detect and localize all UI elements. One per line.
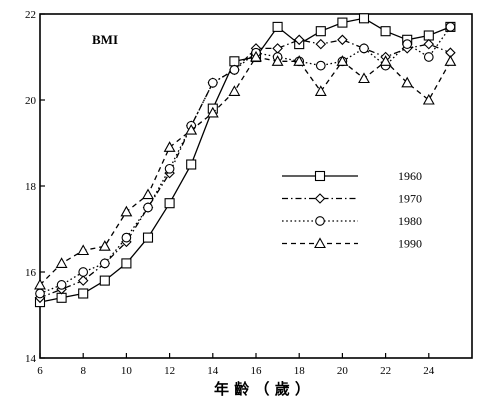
x-axis-label: 年 齡 （ 歲 ） — [214, 380, 310, 398]
point-1990 — [358, 72, 370, 84]
y-tick-label: 20 — [25, 95, 37, 107]
point-1990 — [34, 278, 46, 290]
point-1990 — [163, 141, 176, 152]
point-1980 — [445, 22, 456, 32]
point-1960 — [78, 288, 89, 299]
point-1970 — [315, 38, 327, 50]
legend-marker-1970 — [314, 193, 326, 204]
point-1980 — [229, 65, 240, 75]
point-1970 — [272, 43, 283, 54]
point-1980 — [56, 280, 67, 290]
point-1960 — [423, 30, 434, 41]
point-1990 — [379, 55, 392, 66]
point-1960 — [380, 26, 391, 37]
series-1980 — [35, 22, 456, 299]
point-1990 — [444, 55, 457, 66]
y-tick-label: 18 — [25, 181, 37, 193]
series-1960 — [34, 13, 456, 308]
y-tick-label: 22 — [25, 9, 36, 21]
point-1990 — [185, 123, 198, 135]
point-1960 — [229, 56, 240, 67]
point-1990 — [206, 106, 219, 118]
plot-frame — [39, 13, 473, 359]
legend-label-1980: 1980 — [398, 214, 422, 228]
point-1970 — [293, 34, 305, 46]
axes-layer: 6 8 10 12 14 16 18 20 22 24 14 16 18 20 22 — [25, 9, 473, 377]
x-tick-label: 20 — [337, 365, 349, 377]
point-1970 — [337, 34, 348, 46]
point-1990 — [336, 55, 349, 66]
point-1970 — [77, 275, 89, 286]
point-1960 — [337, 17, 348, 28]
point-1990 — [271, 55, 284, 66]
point-1990 — [293, 55, 306, 66]
point-1990 — [228, 85, 241, 96]
point-1990 — [142, 188, 154, 200]
series-line-1960 — [39, 17, 451, 303]
legend-marker-1980 — [315, 216, 325, 226]
point-1980 — [164, 163, 175, 174]
legend-label-1990: 1990 — [398, 237, 422, 251]
point-1980 — [35, 288, 45, 299]
x-tick-label: 14 — [207, 365, 219, 377]
series-1970 — [34, 34, 456, 304]
x-tick-label: 10 — [121, 365, 133, 377]
point-1960 — [164, 198, 175, 209]
point-1980 — [143, 202, 153, 213]
point-1970 — [423, 38, 435, 50]
point-1990 — [77, 244, 90, 256]
legend: 1960 1970 1980 1990 — [282, 169, 422, 251]
x-tick-label: 8 — [80, 365, 86, 377]
point-1990 — [250, 50, 262, 62]
point-1980 — [99, 258, 110, 269]
point-1980 — [207, 77, 218, 88]
legend-marker-1960 — [314, 170, 326, 182]
point-1980 — [402, 39, 413, 49]
point-1990 — [401, 76, 414, 88]
y-tick-label: 16 — [25, 267, 37, 279]
point-1990 — [422, 93, 435, 105]
x-tick-label: 16 — [251, 365, 263, 377]
bmi-annotation: BMI — [92, 32, 118, 47]
point-1990 — [314, 85, 327, 96]
series-1990 — [34, 50, 457, 290]
x-tick-label: 12 — [164, 365, 175, 377]
point-1960 — [99, 275, 110, 286]
point-1990 — [55, 257, 68, 268]
point-1980 — [315, 60, 326, 71]
point-1960 — [56, 292, 67, 303]
legend-label-1970: 1970 — [398, 192, 422, 206]
point-1990 — [98, 240, 111, 251]
x-tick-label: 22 — [380, 365, 391, 377]
point-1960 — [272, 21, 283, 32]
x-tick-label: 24 — [423, 365, 435, 377]
point-1980 — [78, 267, 89, 277]
y-tick-label: 14 — [25, 353, 37, 365]
x-tick-label: 6 — [37, 365, 43, 377]
point-1960 — [121, 258, 132, 269]
point-1980 — [359, 43, 369, 54]
legend-marker-1990 — [314, 237, 326, 249]
series-line-1970 — [39, 39, 451, 299]
point-1990 — [120, 205, 133, 217]
point-1980 — [121, 232, 132, 243]
point-1980 — [423, 52, 434, 62]
series-layer — [34, 13, 457, 308]
x-tick-label: 18 — [294, 365, 306, 377]
point-1960 — [358, 13, 370, 24]
legend-label-1960: 1960 — [398, 169, 422, 183]
series-line-1990 — [39, 56, 451, 286]
point-1960 — [315, 26, 326, 37]
point-1960 — [142, 232, 154, 243]
point-1960 — [186, 159, 197, 170]
